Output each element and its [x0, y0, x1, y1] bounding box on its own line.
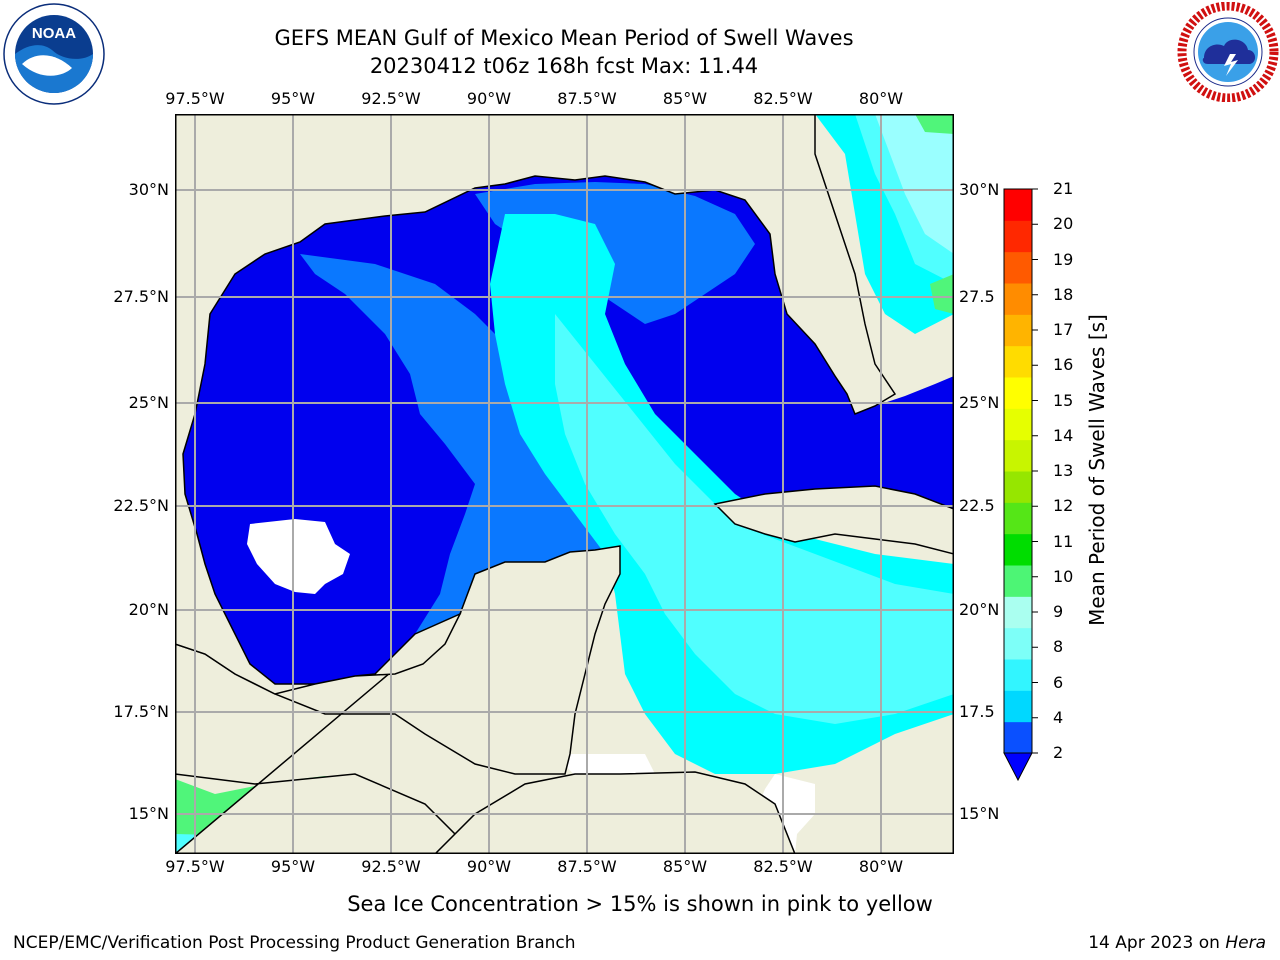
- colorbar-block: [1004, 220, 1032, 253]
- axis-tick-label: 25°N: [128, 393, 169, 412]
- axis-tick-label: 17.5: [959, 702, 995, 721]
- colorbar-tick-label: 17: [1053, 320, 1074, 339]
- axis-tick-label: 82.5°W: [753, 89, 813, 108]
- colorbar: [1003, 188, 1038, 782]
- footer-date-text: 14 Apr 2023 on: [1088, 933, 1226, 953]
- colorbar-tick-label: 14: [1053, 425, 1074, 445]
- axis-tick-label: 95°W: [270, 857, 316, 876]
- axis-tick-label: 92.5°W: [361, 89, 421, 108]
- cuba-island: [713, 485, 954, 555]
- colorbar-tick-label: 11: [1053, 531, 1074, 551]
- colorbar-block: [1004, 439, 1032, 472]
- colorbar-block: [1004, 627, 1032, 660]
- colorbar-block: [1004, 408, 1032, 441]
- yucatan-peninsula: [175, 545, 621, 854]
- caribbean-period-8s: [555, 114, 954, 724]
- gridlines: [175, 114, 954, 854]
- axis-tick-label: 85°W: [662, 89, 708, 108]
- colorbar-block: [1004, 471, 1032, 503]
- colorbar-tick-label: 20: [1053, 214, 1074, 234]
- axis-tick-label: 15°N: [128, 804, 169, 823]
- colorbar-tick-label: 10: [1053, 566, 1074, 586]
- axis-tick-label: 27.5: [959, 287, 995, 306]
- colorbar-block: [1004, 565, 1032, 597]
- colorbar-block: [1004, 533, 1032, 566]
- axis-tick-label: 80°W: [858, 89, 904, 108]
- colorbar-tick-label: 21: [1053, 179, 1074, 198]
- colorbar-tick-label: 18: [1053, 284, 1074, 304]
- colorbar-block: [1004, 251, 1032, 284]
- axis-tick-label: 20°N: [959, 600, 1000, 619]
- axis-tick-label: 85°W: [662, 857, 708, 876]
- colorbar-block: [1004, 189, 1032, 221]
- nws-logo: [1177, 2, 1279, 102]
- axis-tick-label: 95°W: [270, 89, 316, 108]
- colorbar-tick-label: 15: [1053, 390, 1074, 410]
- sea-ice-note: Sea Ice Concentration > 15% is shown in …: [347, 892, 933, 916]
- colorbar-tick-label: 8: [1053, 637, 1064, 657]
- axis-tick-label: 27.5°N: [113, 287, 169, 306]
- axis-tick-label: 22.5°N: [113, 496, 169, 515]
- colorbar-tick-label: 13: [1053, 461, 1074, 480]
- footer-branch: NCEP/EMC/Verification Post Processing Pr…: [13, 933, 576, 953]
- axis-tick-label: 87.5°W: [557, 89, 617, 108]
- noaa-logo-text: NOAA: [32, 25, 76, 42]
- footer-date: 14 Apr 2023 on Hera: [1088, 933, 1266, 953]
- no-data-patch: [247, 519, 350, 594]
- axis-tick-label: 15°N: [959, 804, 1000, 823]
- no-data-patch: [555, 754, 655, 776]
- colorbar-block: [1004, 721, 1032, 754]
- colorbar-block: [1004, 596, 1032, 629]
- axis-tick-label: 87.5°W: [557, 857, 617, 876]
- colorbar-tick-label: 9: [1053, 602, 1064, 621]
- map-panel: [175, 114, 954, 854]
- colorbar-tick-label: 16: [1053, 355, 1074, 375]
- mexico-coast: [175, 114, 897, 695]
- axis-tick-label: 82.5°W: [753, 857, 813, 876]
- map-subtitle: 20230412 t06z 168h fcst Max: 11.44: [369, 54, 759, 78]
- axis-tick-label: 25°N: [959, 393, 1000, 412]
- colorbar-label: Mean Period of Swell Waves [s]: [1085, 314, 1109, 626]
- axis-tick-label: 30°N: [959, 180, 1000, 199]
- colorbar-block: [1004, 283, 1032, 315]
- axis-tick-label: 30°N: [128, 180, 169, 199]
- footer-machine: Hera: [1225, 933, 1266, 953]
- colorbar-block: [1004, 690, 1032, 723]
- axis-tick-label: 80°W: [858, 857, 904, 876]
- axis-tick-label: 97.5°W: [165, 89, 225, 108]
- colorbar-tick-label: 6: [1053, 672, 1064, 692]
- atlantic-period-9s: [875, 114, 954, 254]
- axis-tick-label: 92.5°W: [361, 857, 421, 876]
- axis-tick-label: 20°N: [128, 600, 169, 619]
- atlantic-green-patch: [915, 114, 954, 314]
- noaa-logo: NOAA: [3, 3, 105, 105]
- axis-tick-label: 90°W: [466, 857, 512, 876]
- colorbar-block: [1004, 502, 1032, 535]
- axis-tick-label: 97.5°W: [165, 857, 225, 876]
- colorbar-tick-label: 2: [1053, 743, 1064, 762]
- axis-tick-label: 22.5: [959, 496, 995, 515]
- colorbar-tick-label: 4: [1053, 707, 1064, 727]
- colorbar-block: [1004, 314, 1032, 347]
- map-title: GEFS MEAN Gulf of Mexico Mean Period of …: [274, 26, 854, 50]
- colorbar-block: [1004, 659, 1032, 691]
- colorbar-tick-label: 19: [1053, 249, 1074, 269]
- colorbar-tick-label: 12: [1053, 496, 1074, 516]
- axis-tick-label: 90°W: [466, 89, 512, 108]
- axis-tick-label: 17.5°N: [113, 702, 169, 721]
- colorbar-block: [1004, 345, 1032, 378]
- colorbar-block: [1004, 377, 1032, 409]
